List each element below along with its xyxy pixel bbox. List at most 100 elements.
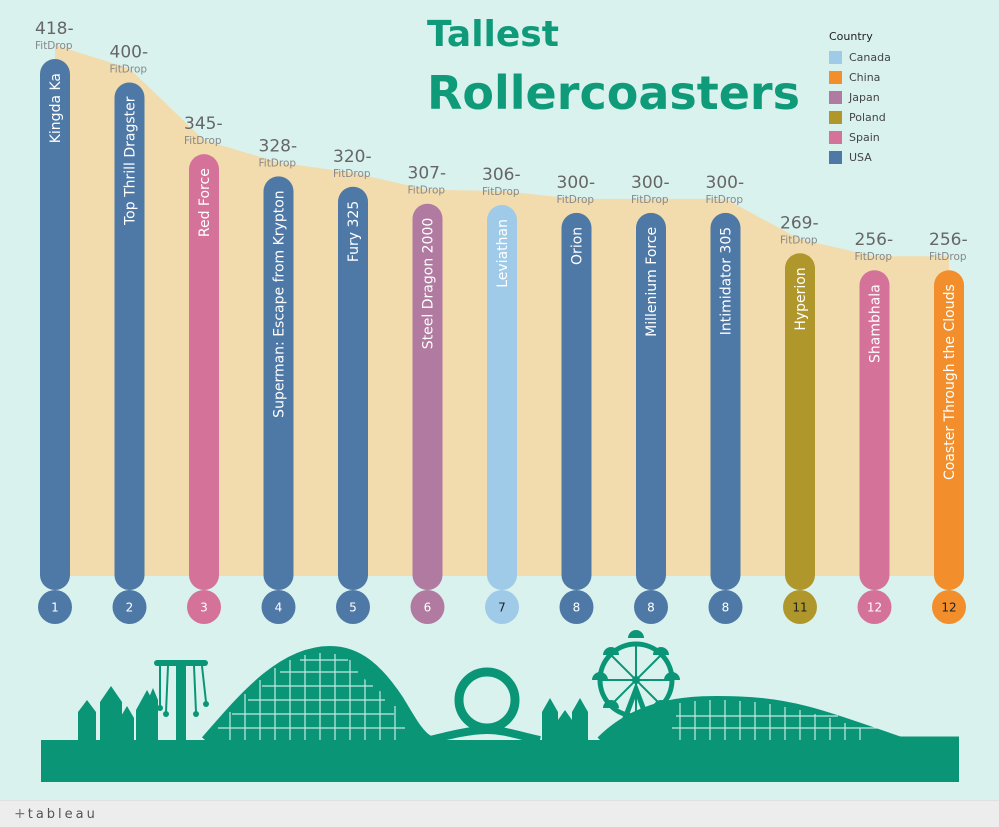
coaster-bar[interactable] — [710, 212, 741, 590]
coaster-name-label: Orion — [570, 227, 586, 265]
coaster-bar-group[interactable]: Hyperion 269-FitDrop 11 — [780, 213, 819, 624]
rank-label: 2 — [126, 601, 134, 615]
rank-label: 1 — [51, 601, 59, 615]
tableau-logo-text: tableau — [27, 807, 98, 822]
coaster-bar[interactable] — [263, 176, 294, 591]
unit-label: FitDrop — [929, 251, 967, 263]
coaster-bar[interactable] — [561, 212, 592, 590]
rank-label: 7 — [498, 601, 506, 615]
rank-label: 8 — [573, 601, 581, 615]
legend-item-usa[interactable]: USA — [829, 147, 891, 167]
coaster-name-label: Intimidator 305 — [719, 227, 735, 335]
rank-circle — [187, 590, 221, 624]
coaster-bar[interactable] — [114, 82, 145, 590]
coaster-loop-icon — [454, 667, 520, 733]
legend-swatch — [829, 130, 842, 144]
country-legend: Country Canada China Japan Poland Spain … — [829, 30, 891, 167]
coaster-bar[interactable] — [785, 253, 815, 591]
coaster-name-label: Hyperion — [793, 267, 809, 330]
rank-label: 12 — [941, 601, 956, 615]
coaster-name-label: Shambhala — [868, 284, 884, 363]
coaster-bar[interactable] — [934, 270, 964, 590]
rank-label: 12 — [867, 601, 882, 615]
legend-swatch — [829, 50, 842, 64]
value-label: 256- — [855, 230, 894, 250]
legend-item-poland[interactable]: Poland — [829, 107, 891, 127]
rank-circle — [932, 590, 966, 624]
coaster-name-label: Superman: Escape from Krypton — [272, 190, 288, 417]
rank-circle — [783, 590, 817, 624]
coaster-bar-group[interactable]: Steel Dragon 2000 307-FitDrop 6 — [408, 164, 447, 624]
coaster-bar-group[interactable]: Leviathan 306-FitDrop 7 — [482, 165, 521, 624]
coaster-bar[interactable] — [412, 203, 443, 590]
coaster-bar-group[interactable]: Orion 300-FitDrop 8 — [557, 173, 596, 624]
rank-label: 8 — [722, 601, 730, 615]
legend-label: Spain — [849, 130, 880, 144]
coaster-bar-group[interactable]: Intimidator 305 300-FitDrop 8 — [706, 173, 745, 624]
coaster-bar-group[interactable]: Red Force 345-FitDrop 3 — [184, 114, 223, 624]
legend-label: China — [849, 70, 881, 84]
rank-circle — [112, 590, 147, 624]
coaster-bar-group[interactable]: Shambhala 256-FitDrop 12 — [855, 230, 894, 624]
value-label: 256- — [929, 230, 968, 250]
legend-label: USA — [849, 150, 872, 164]
castle-left-icon — [78, 686, 158, 740]
rank-label: 11 — [792, 601, 807, 615]
coaster-bar-group[interactable]: Coaster Through the Clouds 256-FitDrop 12 — [929, 230, 968, 624]
coaster-name-label: Kingda Ka — [48, 73, 64, 143]
tableau-logo[interactable]: + tableau — [14, 806, 98, 822]
coaster-bar[interactable] — [487, 205, 517, 591]
unit-label: FitDrop — [35, 40, 73, 52]
value-label: 400- — [110, 42, 149, 62]
rank-circle — [261, 590, 296, 624]
rank-circle — [485, 590, 519, 624]
rank-circle — [410, 590, 445, 624]
unit-label: FitDrop — [557, 194, 595, 206]
unit-label: FitDrop — [110, 63, 148, 75]
legend-item-canada[interactable]: Canada — [829, 47, 891, 67]
legend-swatch — [829, 70, 842, 84]
coaster-bar-group[interactable]: Top Thrill Dragster 400-FitDrop 2 — [110, 42, 149, 624]
coaster-bar-group[interactable]: Millenium Force 300-FitDrop 8 — [631, 173, 670, 624]
unit-label: FitDrop — [482, 186, 520, 198]
unit-label: FitDrop — [706, 194, 744, 206]
coaster-name-label: Leviathan — [495, 219, 511, 288]
legend-label: Japan — [849, 90, 880, 104]
coaster-bar[interactable] — [636, 212, 666, 590]
coaster-bar[interactable] — [40, 59, 70, 590]
coaster-bar[interactable] — [859, 270, 890, 590]
legend-item-china[interactable]: China — [829, 67, 891, 87]
coaster-name-label: Top Thrill Dragster — [123, 96, 139, 226]
value-label: 345- — [184, 114, 223, 134]
unit-label: FitDrop — [333, 168, 371, 180]
tableau-logo-mark-icon: + — [14, 806, 26, 822]
castle-right-icon — [542, 698, 588, 740]
coaster-name-label: Millenium Force — [644, 227, 660, 337]
legend-swatch — [829, 150, 842, 164]
coaster-bar-group[interactable]: Fury 325 320-FitDrop 5 — [333, 147, 372, 624]
coaster-bar[interactable] — [338, 186, 368, 590]
rank-circle — [336, 590, 370, 624]
legend-title: Country — [829, 30, 873, 43]
coaster-bar-group[interactable]: Kingda Ka 418-FitDrop 1 — [35, 19, 74, 624]
rank-circle — [559, 590, 594, 624]
legend-swatch — [829, 90, 842, 104]
unit-label: FitDrop — [184, 135, 222, 147]
coaster-bar[interactable] — [189, 154, 219, 590]
value-label: 307- — [408, 164, 447, 184]
value-label: 300- — [631, 173, 670, 193]
chart-title-line1: Tallest — [427, 14, 559, 55]
coaster-bar-group[interactable]: Superman: Escape from Krypton 328-FitDrop… — [259, 136, 298, 624]
rank-label: 4 — [275, 601, 283, 615]
unit-label: FitDrop — [780, 234, 818, 246]
rank-circle — [634, 590, 668, 624]
rank-label: 8 — [647, 601, 655, 615]
rank-label: 5 — [349, 601, 357, 615]
legend-swatch — [829, 110, 842, 124]
legend-item-japan[interactable]: Japan — [829, 87, 891, 107]
swing-ride-icon — [154, 660, 209, 740]
chart-title-line2: Rollercoasters — [427, 66, 800, 120]
rank-label: 6 — [424, 601, 432, 615]
legend-item-spain[interactable]: Spain — [829, 127, 891, 147]
